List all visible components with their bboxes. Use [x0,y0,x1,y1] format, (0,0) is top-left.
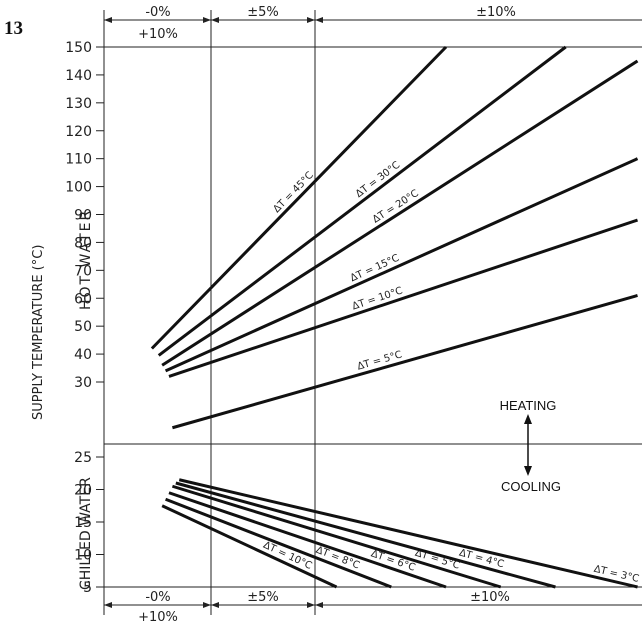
bottom-zone1-label-top: -0% [145,590,170,605]
heating-cooling-arrow [524,414,532,476]
heating-line-label: ΔT = 45°C [271,170,315,215]
y-tick-label: 25 [74,450,92,466]
y-tick-label: 120 [65,124,92,140]
cooling-line [165,497,392,589]
y-tick-label: 5 [83,580,92,596]
top-zone1-label-top: -0% [145,5,170,20]
top-zone3-label: ±10% [476,5,516,20]
bottom-tolerance-arrows [104,602,642,608]
heating-line-label: ΔT = 30°C [354,160,402,200]
heating-line [157,45,567,357]
y-tick-label: 150 [65,40,92,56]
top-zone2-label: ±5% [247,5,279,20]
heating-line [168,218,638,378]
top-zone1-label-bottom: +10% [138,27,178,42]
y-tick-label: 70 [74,263,92,279]
cooling-line [168,491,447,589]
top-tolerance-arrows [104,17,642,23]
cooling-series: ΔT = 10°C ΔT = 8°C ΔT = 6°CΔT = 5°CΔT = 4°… [161,478,640,589]
y-tick-label: 30 [74,375,92,391]
y-axis-title: SUPPLY TEMPERATURE (°C) [31,245,46,420]
hot-water-label: HOT WATER [78,209,94,310]
y-tick-label: 15 [74,515,92,531]
y-tick-label: 100 [65,180,92,196]
bottom-zone3-label: ±10% [470,590,510,605]
y-tick-label: 60 [74,291,92,307]
heating-label: HEATING [500,398,557,413]
y-tick-label: 140 [65,68,92,84]
bottom-zone2-label: ±5% [247,590,279,605]
cooling-label: COOLING [501,479,561,494]
bottom-zone1-label-bottom: +10% [138,610,178,623]
cooling-line [175,481,556,589]
heating-line [161,59,639,367]
y-tick-label: 50 [74,319,92,335]
cooling-line [161,504,338,589]
heating-line [164,157,639,373]
y-tick-label: 90 [74,208,92,224]
heating-line [171,294,638,430]
y-ticks: 5 10 15 20 25 30 40 50 60 70 80 90 100 110 120 130 140 15… [65,40,104,596]
y-tick-label: 10 [74,548,92,564]
heating-line-label: ΔT = 20°C [371,188,421,226]
y-tick-label: 130 [65,96,92,112]
chilled-water-label: CHILLED WATER [78,477,94,590]
y-tick-label: 110 [65,152,92,168]
heating-line [150,45,448,350]
cooling-line [171,484,502,589]
y-tick-label: 40 [74,347,92,363]
y-tick-label: 80 [74,235,92,251]
chart-frame [103,10,642,615]
heating-series: ΔT = 45°C ΔT = 30°CΔT = 20°CΔT = 15°CΔT =… [150,45,639,430]
figure-number: 13 [4,18,23,39]
cooling-line [178,478,638,589]
y-tick-label: 20 [74,483,92,499]
